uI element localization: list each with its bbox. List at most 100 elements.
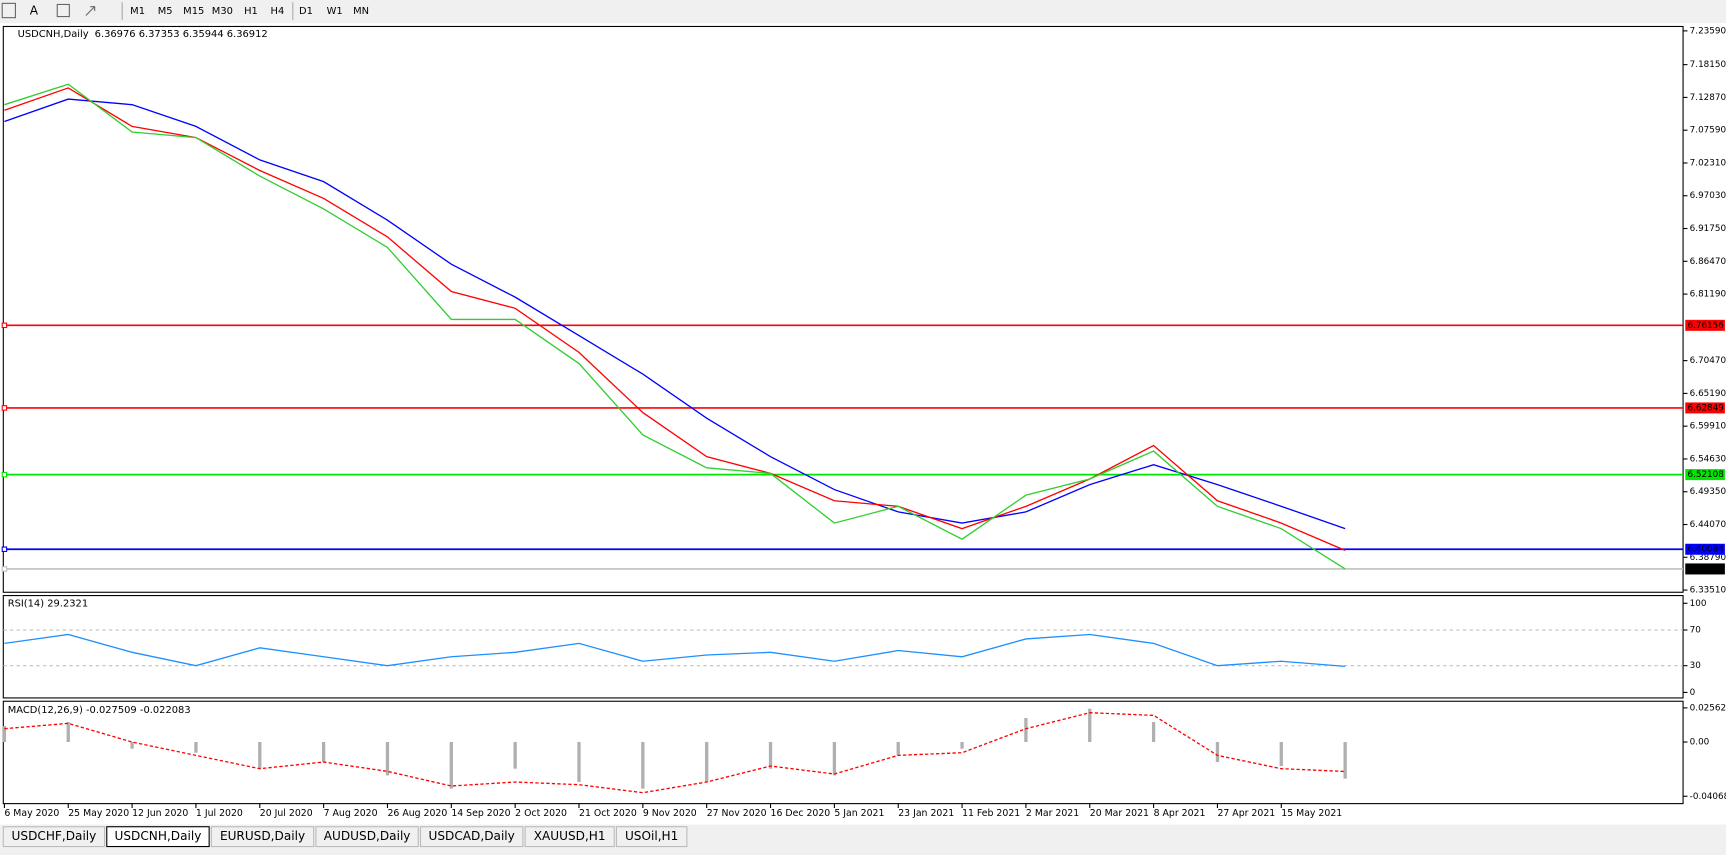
period-button[interactable]: H4 (271, 6, 285, 17)
tab-label[interactable]: USDCHF,Daily (12, 829, 97, 843)
period-button[interactable]: W1 (327, 6, 343, 17)
ohlc-readout: 6.36976 6.37353 6.35944 6.36912 (95, 29, 268, 40)
period-button[interactable]: M5 (158, 6, 173, 17)
level-tag (1685, 543, 1725, 555)
tab[interactable] (315, 826, 419, 848)
x-tick-label: 27 Apr 2021 (1217, 808, 1275, 819)
y-tick-label: 6.97030 (1690, 191, 1726, 201)
y-tick-label: 100 (1690, 599, 1707, 609)
price-panel (2, 25, 1684, 593)
histogram-bar (705, 742, 709, 783)
tab-label[interactable]: USDCAD,Daily (429, 829, 515, 843)
tab[interactable] (419, 826, 524, 848)
x-tick-label: 21 Oct 2020 (579, 808, 637, 819)
x-tick-label: 25 May 2020 (68, 808, 129, 819)
objects-tool[interactable] (85, 6, 96, 16)
y-tick-label: 6.33510 (1690, 586, 1726, 596)
x-tick-label: 20 Mar 2021 (1090, 808, 1149, 819)
y-tick-label: -0.040687 (1690, 792, 1726, 802)
tab-label[interactable]: USDCNH,Daily (115, 829, 202, 843)
x-tick-label: 15 May 2021 (1281, 808, 1342, 819)
y-tick-label: 6.65190 (1690, 389, 1726, 399)
histogram-bar (513, 742, 517, 769)
x-tick-label: 16 Dec 2020 (771, 808, 831, 819)
panel-title: RSI(14) 29.2321 (8, 598, 88, 609)
y-tick-label: 6.81190 (1690, 290, 1726, 300)
y-tick-label: 7.12870 (1690, 93, 1726, 103)
text-tool[interactable]: A (30, 4, 39, 18)
histogram-bar (1088, 708, 1092, 743)
level-tag-label: 6.40084 (1687, 545, 1724, 555)
histogram-bar (896, 742, 900, 756)
y-tick-label: 6.49350 (1690, 487, 1726, 497)
y-tick-label: 7.07590 (1690, 126, 1726, 136)
y-tick-label: 6.59910 (1690, 422, 1726, 432)
x-tick-label: 8 Apr 2021 (1154, 808, 1206, 819)
tab[interactable] (210, 826, 315, 848)
crosshair-tool[interactable] (1, 2, 16, 19)
x-tick-label: 12 Jun 2020 (132, 808, 188, 819)
y-tick-label: 6.86470 (1690, 257, 1726, 267)
tab[interactable] (106, 826, 210, 848)
x-tick-label: 14 Sep 2020 (451, 808, 510, 819)
level-tag (1685, 469, 1725, 481)
level-handle[interactable] (1, 566, 8, 572)
histogram-bar (194, 742, 198, 753)
histogram-bar (258, 742, 262, 769)
x-tick-label: 9 Nov 2020 (643, 808, 697, 819)
histogram-bar (449, 742, 453, 789)
tab[interactable] (615, 826, 688, 848)
period-button[interactable]: M1 (130, 6, 145, 17)
tab[interactable] (524, 826, 615, 848)
period-button[interactable]: M15 (183, 6, 204, 17)
histogram-bar (1151, 722, 1156, 743)
tab-label[interactable]: XAUUSD,H1 (534, 829, 606, 843)
y-tick-label: 7.02310 (1690, 158, 1726, 168)
y-tick-label: 6.44070 (1690, 520, 1726, 530)
y-tick-label: 7.23590 (1690, 26, 1726, 36)
x-tick-label: 2 Oct 2020 (515, 808, 567, 819)
tab-label[interactable]: USOil,H1 (625, 829, 678, 843)
series-line (4, 87, 1346, 552)
series-line (4, 83, 1346, 570)
y-tick-label: 7.18150 (1690, 60, 1726, 70)
level-handle[interactable] (1, 471, 8, 478)
level-handle[interactable] (1, 405, 8, 411)
rsi-panel (2, 595, 1684, 699)
period-button[interactable]: D1 (299, 6, 313, 17)
x-tick-label: 2 Mar 2021 (1026, 808, 1079, 819)
series-line (4, 633, 1346, 668)
histogram-bar (2, 726, 7, 743)
macd-panel (2, 700, 1684, 805)
y-tick-label: 0.025623 (1690, 703, 1726, 713)
x-tick-label: 7 Aug 2020 (324, 808, 378, 819)
histogram-bar (577, 742, 581, 783)
level-tag-label: 6.76156 (1687, 321, 1724, 331)
histogram-bar (832, 742, 837, 776)
period-button[interactable]: H1 (244, 6, 258, 17)
histogram-bar (641, 742, 645, 789)
x-tick-label: 11 Feb 2021 (962, 808, 1020, 819)
tab-label[interactable]: AUDUSD,Daily (324, 829, 411, 843)
level-handle[interactable] (1, 322, 8, 329)
histogram-bar (1343, 742, 1347, 779)
panel-title: MACD(12,26,9) -0.027509 -0.022083 (8, 705, 191, 716)
y-tick-label: 30 (1690, 661, 1702, 671)
toolbar (0, 0, 1726, 23)
histogram-bar (385, 742, 390, 776)
histogram-bar (1215, 742, 1220, 763)
period-button[interactable]: M30 (212, 6, 233, 17)
label-tool[interactable] (56, 3, 70, 18)
histogram-bar (321, 742, 326, 763)
period-button[interactable]: MN (353, 6, 369, 17)
y-tick-label: 0 (1690, 688, 1696, 698)
x-tick-label: 26 Aug 2020 (387, 808, 447, 819)
histogram-bar (768, 742, 773, 769)
histogram-bar (1279, 742, 1283, 767)
tab[interactable] (2, 826, 106, 848)
tab-label[interactable]: EURUSD,Daily (220, 829, 305, 843)
y-tick-label: 6.91750 (1690, 224, 1726, 234)
y-tick-label: 6.54630 (1690, 454, 1726, 464)
level-handle[interactable] (1, 546, 8, 553)
